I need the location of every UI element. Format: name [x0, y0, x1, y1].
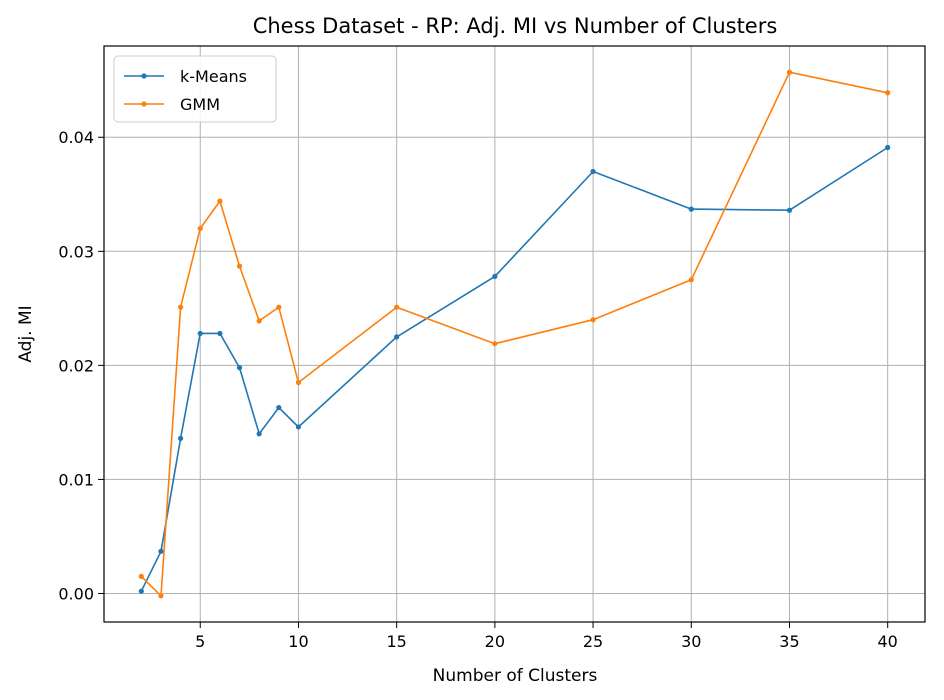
data-point-gmm [394, 304, 400, 310]
data-point-k-means [217, 330, 223, 337]
x-tick-label: 25 [583, 632, 603, 651]
data-point-k-means [394, 334, 400, 340]
data-point-gmm [786, 69, 793, 75]
legend-label: k-Means [180, 67, 247, 86]
data-point-k-means [236, 365, 243, 371]
data-point-k-means [885, 144, 891, 151]
x-tick-label: 40 [878, 632, 898, 651]
x-tick-label: 15 [386, 632, 406, 651]
y-tick-label: 0.04 [58, 128, 94, 147]
legend: k-Means GMM [113, 55, 277, 123]
legend-item-k-means: k-Means [124, 67, 247, 86]
legend-item-gmm: GMM [124, 95, 220, 114]
data-point-gmm [138, 573, 144, 579]
y-axis-label: Adj. MI [16, 305, 36, 362]
data-point-gmm [256, 318, 262, 324]
data-point-k-means [688, 206, 694, 212]
x-tick-label: 5 [195, 632, 205, 651]
data-point-k-means [178, 435, 184, 441]
y-tick-label: 0.03 [58, 242, 94, 261]
plot-frame [103, 45, 926, 623]
data-point-k-means [256, 431, 262, 437]
x-tick-label: 35 [779, 632, 799, 651]
legend-marker [141, 101, 147, 107]
data-point-gmm [217, 198, 223, 204]
x-tick-label: 10 [288, 632, 308, 651]
data-point-k-means [590, 168, 596, 175]
data-point-gmm [590, 317, 596, 323]
legend-frame [113, 55, 277, 123]
series-gmm [138, 69, 891, 599]
data-point-gmm [295, 379, 302, 386]
data-point-k-means [295, 424, 302, 430]
series-line-k-means [140, 146, 889, 592]
y-tick-label: 0.02 [58, 356, 94, 375]
data-point-gmm [885, 90, 891, 96]
data-point-k-means [138, 588, 144, 594]
x-axis-label: Number of Clusters [433, 666, 598, 686]
data-point-gmm [236, 263, 243, 269]
x-tick-label: 20 [485, 632, 505, 651]
data-point-gmm [178, 304, 184, 310]
grid [104, 46, 925, 622]
data-point-gmm [688, 277, 694, 283]
data-point-gmm [158, 593, 164, 599]
data-point-k-means [786, 207, 793, 213]
series-line-gmm [140, 71, 888, 597]
y-axis: 0.00 0.01 0.02 0.03 0.04 [58, 128, 104, 603]
x-axis: 5 10 15 20 25 30 35 40 [195, 622, 898, 651]
y-tick-label: 0.01 [58, 470, 94, 489]
data-point-k-means [197, 330, 203, 337]
data-point-k-means [158, 548, 164, 554]
data-point-gmm [197, 225, 203, 232]
series-k-means [138, 144, 891, 594]
series-layer [138, 69, 891, 599]
chart-title: Chess Dataset - RP: Adj. MI vs Number of… [253, 14, 778, 38]
x-tick-label: 30 [681, 632, 701, 651]
y-tick-label: 0.00 [58, 584, 94, 603]
legend-label: GMM [180, 95, 220, 114]
data-point-k-means [492, 273, 498, 279]
data-point-gmm [276, 304, 282, 310]
data-point-k-means [276, 404, 282, 411]
legend-marker [141, 73, 147, 79]
data-point-gmm [492, 341, 498, 347]
